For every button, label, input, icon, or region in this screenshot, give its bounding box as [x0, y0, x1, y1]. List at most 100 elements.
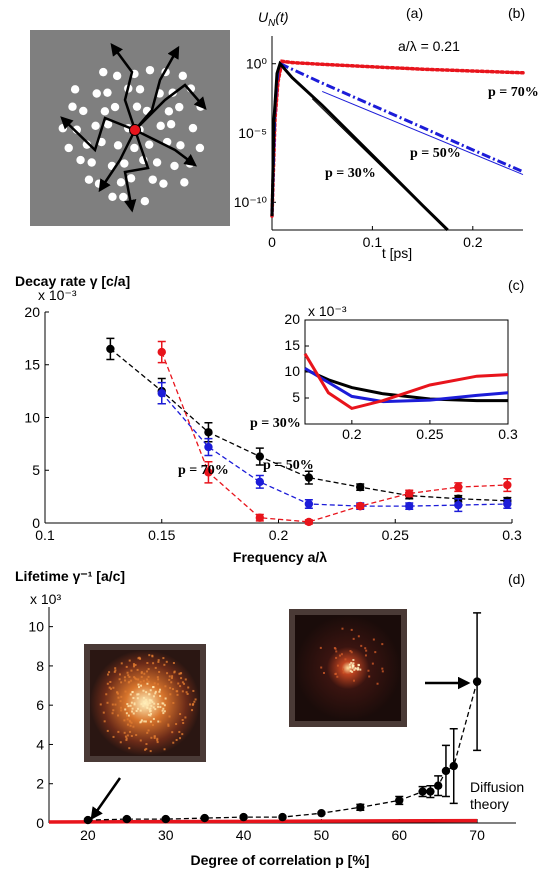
y-tick-label: 0 [32, 515, 40, 531]
speckle [135, 709, 138, 712]
series-line [270, 60, 449, 232]
speckle [143, 701, 146, 704]
annotation: p = 30% [250, 416, 301, 431]
speckle [320, 666, 323, 669]
speckle [164, 685, 167, 688]
speckle [124, 679, 127, 682]
speckle [352, 679, 355, 682]
speckle [357, 635, 360, 638]
speckle [146, 706, 149, 709]
speckle [350, 661, 353, 664]
speckle [108, 686, 111, 689]
x-tick-label: 0.15 [148, 527, 175, 543]
y-tick-label: 10⁻⁵ [238, 125, 267, 141]
speckle [120, 662, 123, 665]
scatterer [76, 155, 85, 165]
speckle [126, 703, 129, 706]
speckle [139, 739, 142, 742]
speckle [116, 691, 119, 694]
data-point [278, 812, 287, 822]
data-point [255, 477, 265, 487]
speckle [161, 709, 164, 712]
speckle [152, 695, 155, 698]
speckle [133, 703, 136, 706]
speckle [179, 737, 182, 740]
speckle [106, 701, 109, 704]
scatterer [175, 102, 184, 112]
scatterer [68, 102, 77, 111]
speckle [350, 628, 353, 631]
speckle [170, 676, 173, 679]
speckle [120, 695, 123, 698]
x-tick-label: 0 [268, 234, 276, 250]
data-point [204, 468, 213, 477]
speckle [168, 715, 171, 718]
speckle [351, 670, 354, 673]
speckle [191, 709, 194, 712]
speckle [137, 678, 140, 681]
speckle [339, 654, 342, 657]
speckle [146, 703, 149, 706]
speckle [142, 679, 145, 682]
x-tick-label: 0.2 [342, 426, 362, 442]
speckle [319, 646, 322, 649]
speckle [149, 750, 152, 753]
speckle [163, 748, 166, 751]
scatterer [132, 102, 142, 111]
speckle [156, 741, 159, 744]
panel-d-images [84, 609, 471, 821]
x-tick-label: 50 [314, 827, 330, 843]
annotation: p = 50% [263, 458, 314, 473]
data-point [503, 480, 512, 490]
speckle [154, 666, 157, 669]
speckle [153, 682, 156, 685]
speckle [136, 707, 139, 710]
data-point [426, 787, 435, 796]
speckle [148, 693, 151, 696]
annotation: a/λ = 0.21 [398, 38, 460, 54]
panel-a-image [30, 30, 230, 226]
speckle [144, 748, 147, 751]
speckle [140, 719, 143, 722]
speckle [176, 690, 179, 693]
speckle [148, 699, 151, 702]
speckle [341, 627, 344, 630]
scatterer [164, 107, 174, 116]
random-walk-arrow [110, 42, 137, 131]
speckle [130, 669, 133, 672]
speckle [348, 663, 351, 666]
speckle [181, 681, 184, 684]
speckle [157, 683, 160, 686]
x-tick-label: 40 [236, 827, 252, 843]
speckle [110, 687, 113, 690]
speckle [112, 709, 115, 712]
speckle [124, 708, 127, 711]
x-axis-label: t [ps] [382, 245, 412, 261]
intensity-map [295, 615, 401, 721]
speckle [126, 671, 129, 674]
x-tick-label: 0.1 [363, 234, 383, 250]
speckle [165, 660, 168, 663]
speckle [118, 678, 121, 681]
speckle [131, 707, 134, 710]
scatterer [170, 161, 179, 171]
chart: 0.2 0.25 0.3 5 10 15 20 x 10⁻³ [284, 303, 518, 442]
scatterer [58, 124, 68, 133]
scatterer [126, 174, 136, 183]
speckle [149, 714, 152, 717]
speckle [132, 663, 135, 666]
speckle [149, 710, 152, 713]
speckle [109, 680, 112, 683]
speckle [116, 692, 119, 695]
data-point [239, 812, 248, 822]
speckle [150, 712, 153, 715]
speckle [171, 675, 174, 678]
speckle [140, 684, 143, 687]
speckle [156, 676, 159, 679]
data-point [503, 499, 512, 509]
speckle [148, 698, 151, 701]
speckle [180, 672, 183, 675]
speckle [159, 695, 162, 698]
